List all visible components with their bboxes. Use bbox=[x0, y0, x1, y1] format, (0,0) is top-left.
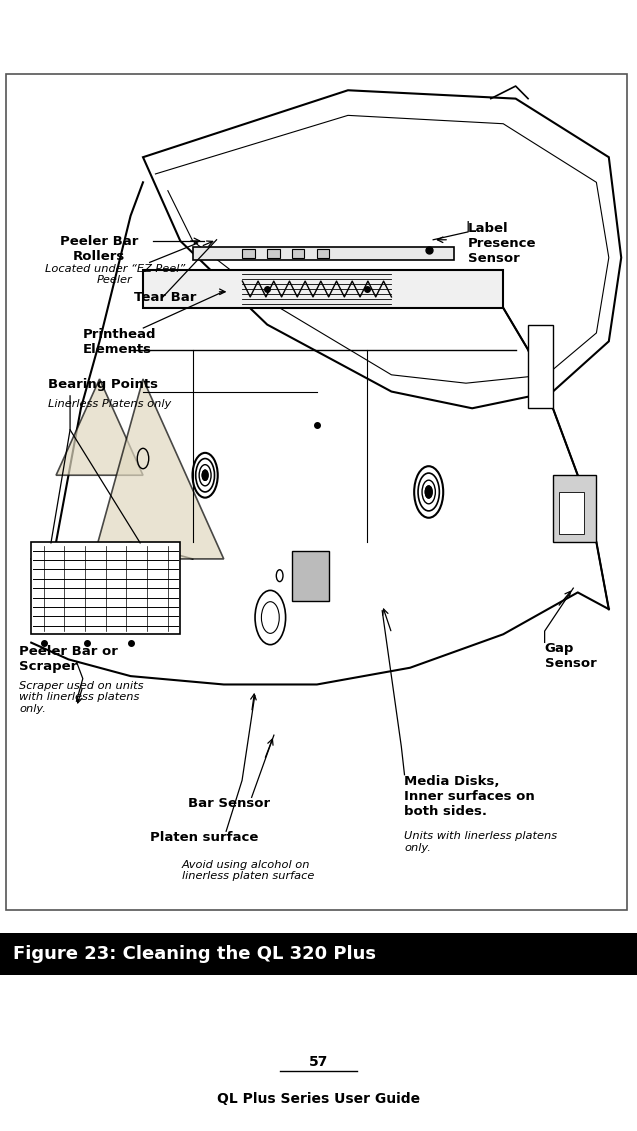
Text: Media Disks,
Inner surfaces on
both sides.: Media Disks, Inner surfaces on both side… bbox=[404, 775, 535, 818]
Bar bbox=[242, 249, 255, 258]
Text: Linerless Platens only: Linerless Platens only bbox=[48, 399, 171, 408]
Circle shape bbox=[426, 486, 432, 498]
Bar bbox=[292, 551, 329, 601]
Bar bbox=[192, 247, 454, 260]
Text: Figure 23: Cleaning the QL 320 Plus: Figure 23: Cleaning the QL 320 Plus bbox=[13, 946, 376, 962]
Bar bbox=[559, 492, 584, 534]
Polygon shape bbox=[56, 379, 143, 475]
Text: QL Plus Series User Guide: QL Plus Series User Guide bbox=[217, 1093, 420, 1106]
Text: 57: 57 bbox=[309, 1055, 328, 1069]
Text: Peeler Bar
Rollers: Peeler Bar Rollers bbox=[59, 235, 138, 264]
Text: Located under “EZ-Peel”
Peeler: Located under “EZ-Peel” Peeler bbox=[45, 264, 185, 285]
Bar bbox=[143, 270, 503, 308]
Bar bbox=[317, 249, 329, 258]
Text: Bearing Points: Bearing Points bbox=[48, 378, 158, 391]
Circle shape bbox=[203, 470, 208, 481]
Text: Peeler Bar or
Scraper: Peeler Bar or Scraper bbox=[19, 645, 118, 673]
Polygon shape bbox=[143, 90, 621, 408]
Bar bbox=[31, 542, 180, 634]
Text: Platen surface: Platen surface bbox=[150, 831, 258, 844]
Bar bbox=[0, 933, 637, 975]
Text: Bar Sensor: Bar Sensor bbox=[189, 797, 270, 810]
Bar bbox=[292, 249, 304, 258]
Text: Label
Presence
Sensor: Label Presence Sensor bbox=[468, 222, 537, 265]
Text: Tear Bar: Tear Bar bbox=[134, 291, 196, 304]
Text: Avoid using alcohol on
linerless platen surface: Avoid using alcohol on linerless platen … bbox=[182, 860, 314, 881]
Text: Printhead
Elements: Printhead Elements bbox=[83, 328, 156, 356]
Bar bbox=[6, 74, 627, 910]
Bar bbox=[553, 475, 596, 542]
Text: Scraper used on units
with linerless platens
only.: Scraper used on units with linerless pla… bbox=[19, 681, 143, 714]
Bar bbox=[268, 249, 280, 258]
Bar bbox=[528, 325, 553, 408]
Text: Units with linerless platens
only.: Units with linerless platens only. bbox=[404, 831, 557, 853]
Polygon shape bbox=[94, 379, 224, 559]
Text: Gap
Sensor: Gap Sensor bbox=[545, 642, 596, 671]
